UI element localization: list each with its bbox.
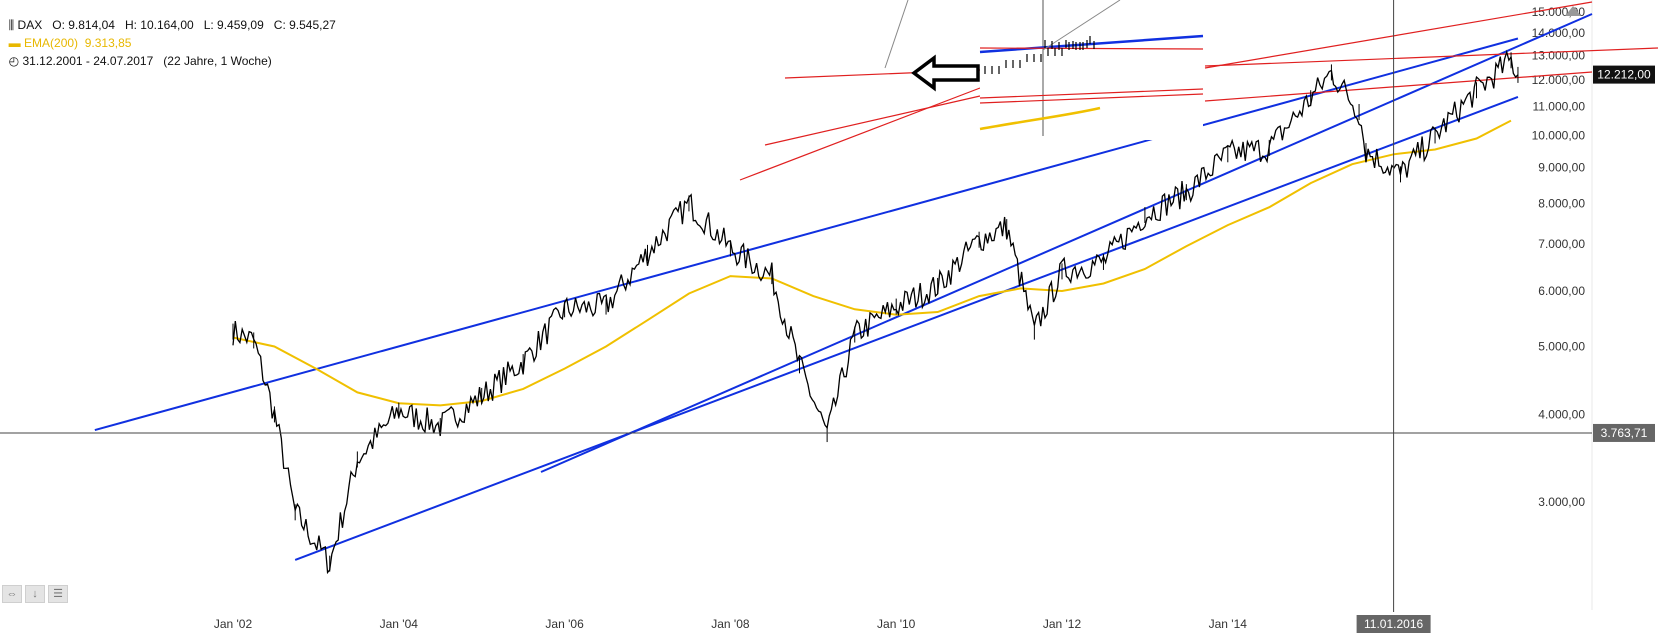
x-axis: Jan '02 Jan '04 Jan '06 Jan '08 Jan '10 Jan '… [214,617,1247,631]
ema-value: 9.313,85 [84,36,132,50]
y-tick-label: 12.000,00 [1532,73,1586,87]
trend-line-red [1204,71,1593,102]
inset-trend-line [979,47,1204,50]
y-tick-label: 4.000,00 [1538,407,1585,421]
price-line [232,49,1519,575]
crosshair-date-tag-box [1356,615,1431,633]
channel-lower-line [294,95,1519,561]
channel-upper-line [94,37,1519,431]
x-tick-label: Jan '08 [711,617,750,631]
range-header: ◴ 31.12.2001 - 24.07.2017 (22 Jahre, 1 W… [2,40,272,68]
x-tick-label: Jan '12 [1043,617,1082,631]
axis-tags: 12.212,00 3.763,71 11.01.2016 [1356,6,1655,633]
clock-icon: ◴ [8,54,23,68]
crosshair [0,0,1592,612]
price-layer [232,49,1519,575]
trend-line-red [1204,47,1658,67]
low-value: L: 9.459,09 [203,18,264,32]
crosshair-date-tag: 11.01.2016 [1364,617,1423,631]
x-tick-label: Jan '04 [380,617,419,631]
x-tick-label: Jan '10 [877,617,916,631]
open-value: O: 9.814,04 [52,18,115,32]
last-price-tag-box [1593,65,1655,84]
arrow-left-icon [911,54,980,92]
chart-type-icon: ⫼ [8,18,18,32]
channel-lower-extension [540,13,1593,473]
x-tick-label: Jan '02 [214,617,253,631]
ema-line [232,119,1512,407]
inset-channel-line [979,34,1204,54]
menu-button[interactable]: ☰ [48,585,68,603]
chart-toolbar: ⇔ ↓ ☰ [2,585,68,603]
y-tick-label: 10.000,00 [1532,128,1586,142]
inset-trend-line [979,93,1204,104]
close-value: C: 9.545,27 [273,18,336,32]
ema-layer [232,119,1512,407]
y-tick-label: 14.000,00 [1532,26,1586,40]
x-tick-label: Jan '14 [1209,617,1248,631]
y-tick-label: 7.000,00 [1538,237,1585,251]
trend-line-gray [884,0,909,69]
y-tick-label: 5.000,00 [1538,339,1585,353]
trend-line-red [739,87,981,181]
trend-line-red [764,95,981,146]
ema-header: ▬ EMA(200) 9.313,85 [2,22,132,50]
trend-drawings[interactable] [94,0,1658,561]
inset-gray-line [1042,0,1121,51]
y-tick-label: 11.000,00 [1533,99,1586,113]
ema-dash-icon: ▬ [8,36,25,50]
ohlc-header: ⫼ DAX O: 9.814,04 H: 10.164,00 L: 9.459,… [2,4,336,33]
last-price-tag: 12.212,00 [1597,68,1651,82]
y-tick-label: 9.000,00 [1538,161,1585,175]
download-button[interactable]: ↓ [25,585,45,603]
inset-trend-line [979,88,1204,99]
period-label: (22 Jahre, 1 Woche) [163,54,272,68]
marker-triangle-icon [1565,6,1581,16]
date-range: 31.12.2001 - 24.07.2017 [22,54,154,68]
crosshair-price-tag-box [1593,423,1655,442]
inset-zoom-panel [979,0,1204,140]
trend-line-red [1204,1,1593,69]
y-tick-label: 3.000,00 [1538,495,1585,509]
scroll-button[interactable]: ⇔ [2,585,22,603]
inset-ema-line [979,106,1101,131]
crosshair-price-tag: 3.763,71 [1601,426,1648,440]
symbol-label: DAX [17,18,43,32]
y-tick-label: 8.000,00 [1538,196,1585,210]
high-value: H: 10.164,00 [124,18,194,32]
inset-background [980,0,1203,140]
y-tick-label: 6.000,00 [1538,284,1585,298]
x-tick-label: Jan '06 [545,617,584,631]
ema-label: EMA(200) [24,36,79,50]
